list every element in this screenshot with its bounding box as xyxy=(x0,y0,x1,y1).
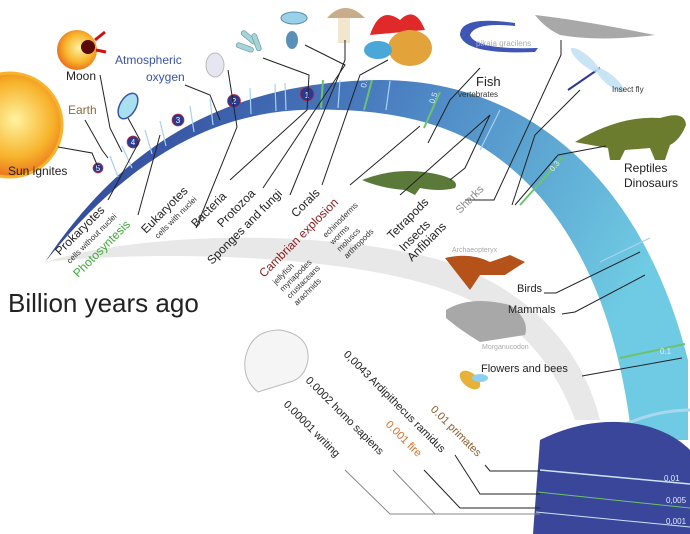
stage-label: 2 xyxy=(232,97,237,106)
coral-icon xyxy=(364,14,432,66)
tick-0.7: 0.7 xyxy=(359,75,370,88)
mushroom-icon xyxy=(327,8,365,43)
eukaryote-cell-icon xyxy=(205,52,225,78)
tick-0.01: 0,01 xyxy=(664,474,680,483)
tick-0.005: 0,005 xyxy=(666,496,687,505)
label-moon: Moon xyxy=(66,69,96,83)
protozoa-icon xyxy=(280,11,308,49)
label-morganucodon: Morganucodon xyxy=(482,344,529,351)
inner-gray-arc xyxy=(45,237,600,420)
label-insect-fly: Insect fly xyxy=(612,85,644,94)
prokaryote-cell-icon xyxy=(117,92,139,120)
block-line xyxy=(539,469,690,485)
bee-icon xyxy=(459,370,488,390)
tick-0.001: 0,001 xyxy=(666,517,687,526)
tick-0.1: 0.1 xyxy=(660,347,672,356)
label-oxygen: oxygen xyxy=(146,70,185,84)
label-vertebrates: vertebrates xyxy=(458,90,498,99)
tick-0.5: 0.5 xyxy=(427,91,439,105)
label-birds: Birds xyxy=(517,283,543,295)
skull-icon xyxy=(244,329,309,393)
pikaia-icon xyxy=(460,20,538,53)
label-flowers-bees: Flowers and bees xyxy=(481,363,568,375)
stage-4: 4 xyxy=(126,135,140,149)
bacteria-icon xyxy=(235,30,262,53)
sun-icon xyxy=(0,71,64,179)
morganucodon-icon xyxy=(446,301,526,342)
label-sun-ignites: Sun ignites xyxy=(8,164,67,178)
label-atmospheric: Atmospheric xyxy=(115,53,182,67)
leader-lines-gray xyxy=(344,469,540,515)
timeline-band xyxy=(45,80,688,440)
label-ardipithecus: 0,0043 Ardipithecus ramidus xyxy=(341,349,448,456)
stage-5: 5 xyxy=(92,162,104,174)
band-green-marks xyxy=(320,79,686,359)
block-line xyxy=(537,491,690,509)
stage-label: 1 xyxy=(305,91,310,100)
label-reptiles: Reptiles xyxy=(624,161,667,175)
shark-icon xyxy=(535,15,655,39)
band-dividers xyxy=(109,79,651,263)
label-pikaia: pikaia gracilens xyxy=(476,39,531,48)
label-mammals: Mammals xyxy=(508,304,556,316)
leader-lines xyxy=(57,40,683,509)
stage-label: 3 xyxy=(176,116,181,125)
stage-3: 3 xyxy=(171,113,185,127)
stage-label: 4 xyxy=(131,138,136,147)
label-dinosaurs: Dinosaurs xyxy=(624,176,678,190)
triceratops-icon xyxy=(575,115,686,160)
stage-1: 1 xyxy=(299,86,315,102)
label-earth: Earth xyxy=(68,103,97,117)
tetrapod-icon xyxy=(362,171,456,195)
block-line xyxy=(535,511,690,528)
title-billion-years-ago: Billion years ago xyxy=(8,288,199,318)
label-fish: Fish xyxy=(476,74,501,89)
stage-label: 5 xyxy=(96,164,101,173)
recent-block xyxy=(533,421,690,534)
moon-icon xyxy=(57,30,107,70)
dragonfly-icon xyxy=(567,47,625,93)
archaeopteryx-icon xyxy=(445,255,525,290)
label-archaeopteryx: Archaeopteryx xyxy=(452,247,498,254)
stage-markers: 5 4 3 2 1 xyxy=(92,86,315,174)
